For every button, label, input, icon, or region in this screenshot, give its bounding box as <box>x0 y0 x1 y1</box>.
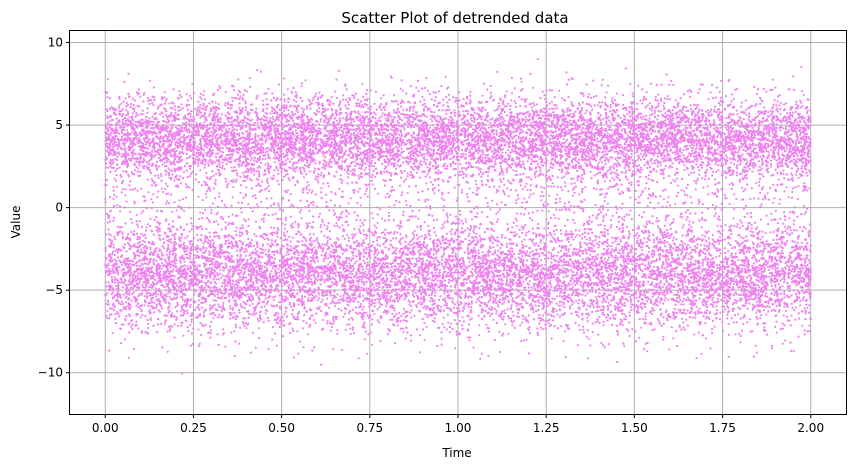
y-tick-label: 10 <box>48 36 63 50</box>
x-tick-label: 1.50 <box>621 421 648 435</box>
grid <box>70 31 846 414</box>
x-tick-label: 1.75 <box>709 421 736 435</box>
scatter-points <box>104 57 812 375</box>
y-tick-label: −5 <box>45 283 63 297</box>
y-tick-label: −10 <box>38 366 63 380</box>
x-axis-label: Time <box>441 446 471 460</box>
y-axis: −10 −5 0 5 10 <box>38 36 70 380</box>
x-tick-label: 0.50 <box>268 421 295 435</box>
chart-title: Scatter Plot of detrended data <box>341 9 568 27</box>
points <box>104 57 812 375</box>
x-tick-label: 0.25 <box>180 421 207 435</box>
x-tick-label: 0.75 <box>356 421 383 435</box>
y-tick-label: 0 <box>55 201 63 215</box>
x-axis: 0.00 0.25 0.50 0.75 1.00 1.25 1.50 1.75 2.00 <box>92 414 824 435</box>
y-tick-label: 5 <box>55 118 63 132</box>
x-tick-label: 0.00 <box>92 421 119 435</box>
y-axis-label: Value <box>9 206 23 239</box>
x-tick-label: 1.00 <box>445 421 472 435</box>
x-tick-label: 2.00 <box>797 421 824 435</box>
x-tick-label: 1.25 <box>533 421 560 435</box>
